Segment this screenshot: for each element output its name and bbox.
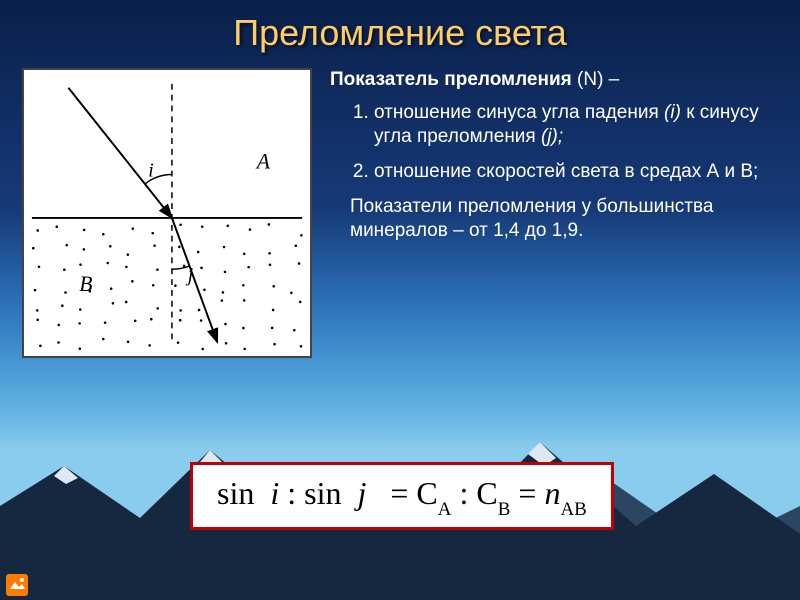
formula-eq: = xyxy=(518,475,544,511)
formula-colon: : xyxy=(459,475,476,511)
refraction-diagram: i j A B xyxy=(22,68,312,358)
formula-colon: : xyxy=(287,475,304,511)
defn-lead-rest: (N) – xyxy=(572,69,620,90)
source-icon xyxy=(6,574,28,596)
def-em: (j); xyxy=(541,126,563,147)
defn-lead-bold: Показатель преломления xyxy=(330,69,572,90)
formula-sub-ab: AB xyxy=(560,499,586,520)
slide: Преломление света xyxy=(0,0,800,600)
body-row: i j A B Показатель преломления (N) – отн… xyxy=(0,68,800,358)
mineral-note: Показатели преломления у большинства мин… xyxy=(350,195,778,244)
definition-item: отношение скоростей света в средах А и В… xyxy=(374,160,778,185)
formula-C: C xyxy=(416,475,437,511)
definition-list: отношение синуса угла падения (i) к сину… xyxy=(364,101,778,185)
definition-item: отношение синуса угла падения (i) к сину… xyxy=(374,101,778,150)
formula-sub-b: B xyxy=(498,499,511,520)
formula-var-i: i xyxy=(270,475,279,511)
formula-box: sin i : sin j = CA : CB = nAB xyxy=(190,462,614,530)
definition-text: Показатель преломления (N) – отношение с… xyxy=(330,68,778,244)
formula-sin: sin xyxy=(304,475,341,511)
formula-eq: = xyxy=(382,475,416,511)
formula-n: n xyxy=(544,475,560,511)
defn-lead: Показатель преломления (N) – xyxy=(330,68,778,93)
def-text: отношение синуса угла падения xyxy=(374,102,664,123)
formula-sub-a: A xyxy=(438,499,452,520)
refracted-ray xyxy=(172,218,217,342)
formula-var-j: j xyxy=(357,475,366,511)
medium-b-dots xyxy=(32,223,303,350)
diagram-svg: i j A B xyxy=(24,70,310,356)
label-i: i xyxy=(148,160,153,182)
def-em: (i) xyxy=(664,102,681,123)
def-text: отношение скоростей света в средах А и В… xyxy=(374,161,758,182)
slide-title: Преломление света xyxy=(0,12,800,54)
formula-C: C xyxy=(476,475,497,511)
label-medium-a: A xyxy=(255,150,271,174)
incident-ray xyxy=(68,88,172,218)
formula-sin: sin xyxy=(217,475,254,511)
